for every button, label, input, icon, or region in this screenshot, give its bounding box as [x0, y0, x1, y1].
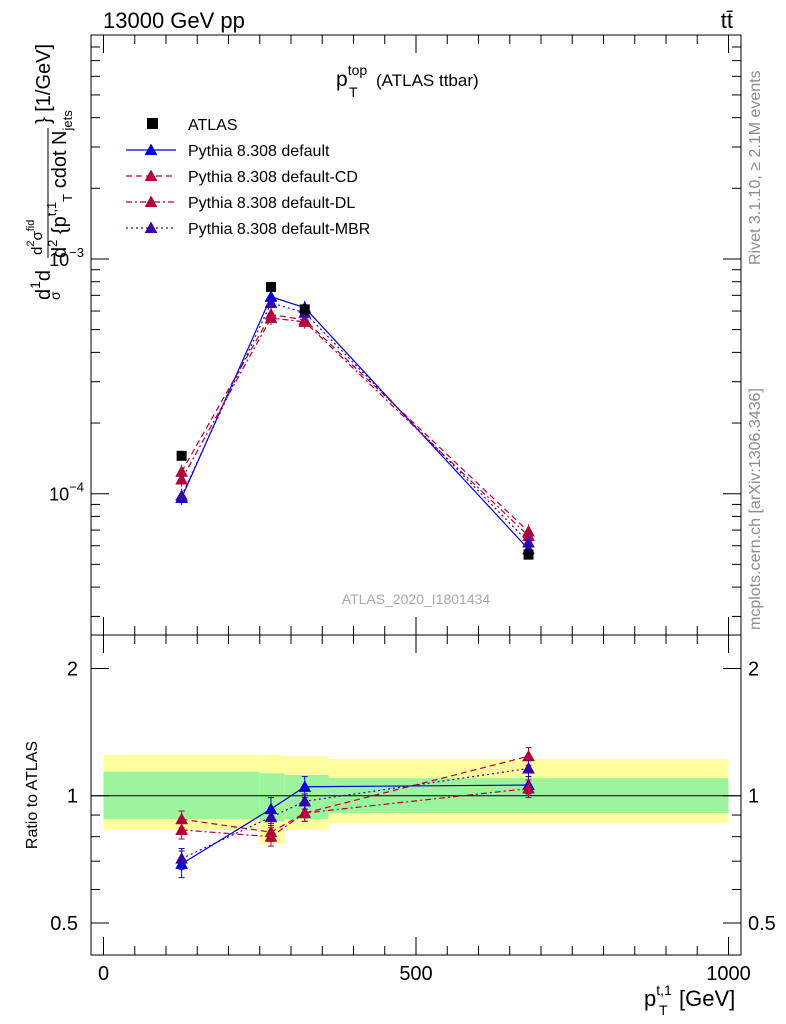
- ratio-tick-label-left: 2: [67, 658, 78, 680]
- svg-text:[GeV]: [GeV]: [679, 986, 735, 1011]
- series-line-ratio: [181, 755, 529, 833]
- series-marker: [175, 472, 189, 485]
- data-point-atlas: [299, 304, 310, 315]
- x-tick-label: 500: [399, 963, 432, 985]
- legend-label: Pythia 8.308 default: [188, 143, 330, 160]
- series-marker: [298, 315, 312, 327]
- mcplots-label: mcplots.cern.ch [arXiv:1306.3436]: [747, 388, 764, 630]
- ratio-marker: [522, 782, 535, 794]
- ratio-marker: [298, 780, 312, 792]
- x-tick-label: 0: [98, 963, 109, 985]
- x-axis-label: pt,1 T [GeV]: [644, 982, 735, 1018]
- ratio-tick-label-left: 0.5: [50, 913, 78, 935]
- series-line-main: [181, 313, 529, 532]
- series-marker: [175, 489, 189, 501]
- ratio-marker: [522, 761, 535, 774]
- series-line-main: [181, 317, 529, 537]
- svg-text:} [1/GeV]: } [1/GeV]: [33, 44, 55, 124]
- y-tick-label: 10−4: [49, 480, 84, 505]
- legend: ATLAS Pythia 8.308 default Pythia 8.308 de…: [126, 117, 370, 238]
- ratio-marker: [298, 794, 312, 807]
- ratio-data-layer: [91, 747, 741, 879]
- series-marker: [264, 296, 278, 308]
- ratio-marker: [175, 823, 189, 835]
- legend-label: Pythia 8.308 default-DL: [188, 195, 355, 212]
- legend-marker: [144, 169, 158, 182]
- series-marker: [522, 535, 535, 548]
- ratio-y-axis-label: Ratio to ATLAS: [24, 741, 41, 849]
- legend-label: Pythia 8.308 default-CD: [188, 169, 358, 186]
- main-panel: 10−410−3 ATLAS_2020_I1801434: [49, 34, 742, 636]
- data-point-atlas: [266, 281, 276, 292]
- legend-label-atlas: ATLAS: [188, 117, 238, 134]
- ratio-marker: [175, 852, 189, 864]
- ratio-tick-label-left: 1: [67, 786, 78, 808]
- legend-marker: [144, 143, 158, 156]
- svg-text:d2σfid: d2σfid: [25, 220, 46, 255]
- plot-title-symbol: ptop T: [336, 62, 367, 100]
- series-line-ratio: [181, 787, 529, 838]
- rivet-version-label: Rivet 3.1.10, ≥ 2.1M events: [747, 70, 764, 265]
- svg-text:pt,1T: pt,1 T: [644, 982, 672, 1018]
- analysis-watermark: ATLAS_2020_I1801434: [342, 591, 491, 607]
- series-line-main: [181, 302, 529, 543]
- plot-title: ptop T (ATLAS ttbar): [336, 62, 479, 100]
- ratio-tick-label-right: 0.5: [748, 913, 776, 935]
- series-line-ratio: [181, 784, 529, 865]
- data-point-atlas: [176, 450, 187, 461]
- ratio-marker: [264, 810, 278, 823]
- ratio-tick-label-right: 1: [748, 786, 759, 808]
- legend-marker-atlas: [147, 118, 158, 129]
- ratio-tick-label-right: 2: [748, 658, 759, 680]
- main-data-layer: [175, 281, 535, 560]
- svg-text:σ: σ: [47, 291, 63, 300]
- process-label: tt̄: [721, 8, 733, 33]
- energy-label: 13000 GeV pp: [103, 8, 245, 33]
- legend-label: Pythia 8.308 default-MBR: [188, 221, 370, 238]
- ratio-ticks: 0 500 1000 0.5 0.5 1 1 2 2: [50, 635, 776, 985]
- ratio-marker: [298, 806, 312, 819]
- ratio-marker: [522, 749, 535, 762]
- svg-text:d2 {pt,1T cdot Njets: d2 {pt,1T cdot Njets: [44, 110, 75, 258]
- main-y-axis-label: d1d σ d2σfid d2 {pt,1T cdot Njets } [1/G…: [25, 44, 75, 300]
- main-ticks: 10−410−3: [49, 35, 741, 635]
- legend-marker: [144, 195, 158, 208]
- series-line-main: [181, 296, 529, 550]
- data-point-atlas: [523, 549, 534, 560]
- ratio-panel: 0 500 1000 0.5 0.5 1 1 2 2: [50, 634, 776, 985]
- plot-title-text: (ATLAS ttbar): [376, 71, 479, 90]
- ratio-marker: [264, 830, 278, 842]
- x-tick-label: 1000: [706, 963, 751, 985]
- series-marker: [264, 311, 278, 324]
- legend-marker: [144, 221, 158, 234]
